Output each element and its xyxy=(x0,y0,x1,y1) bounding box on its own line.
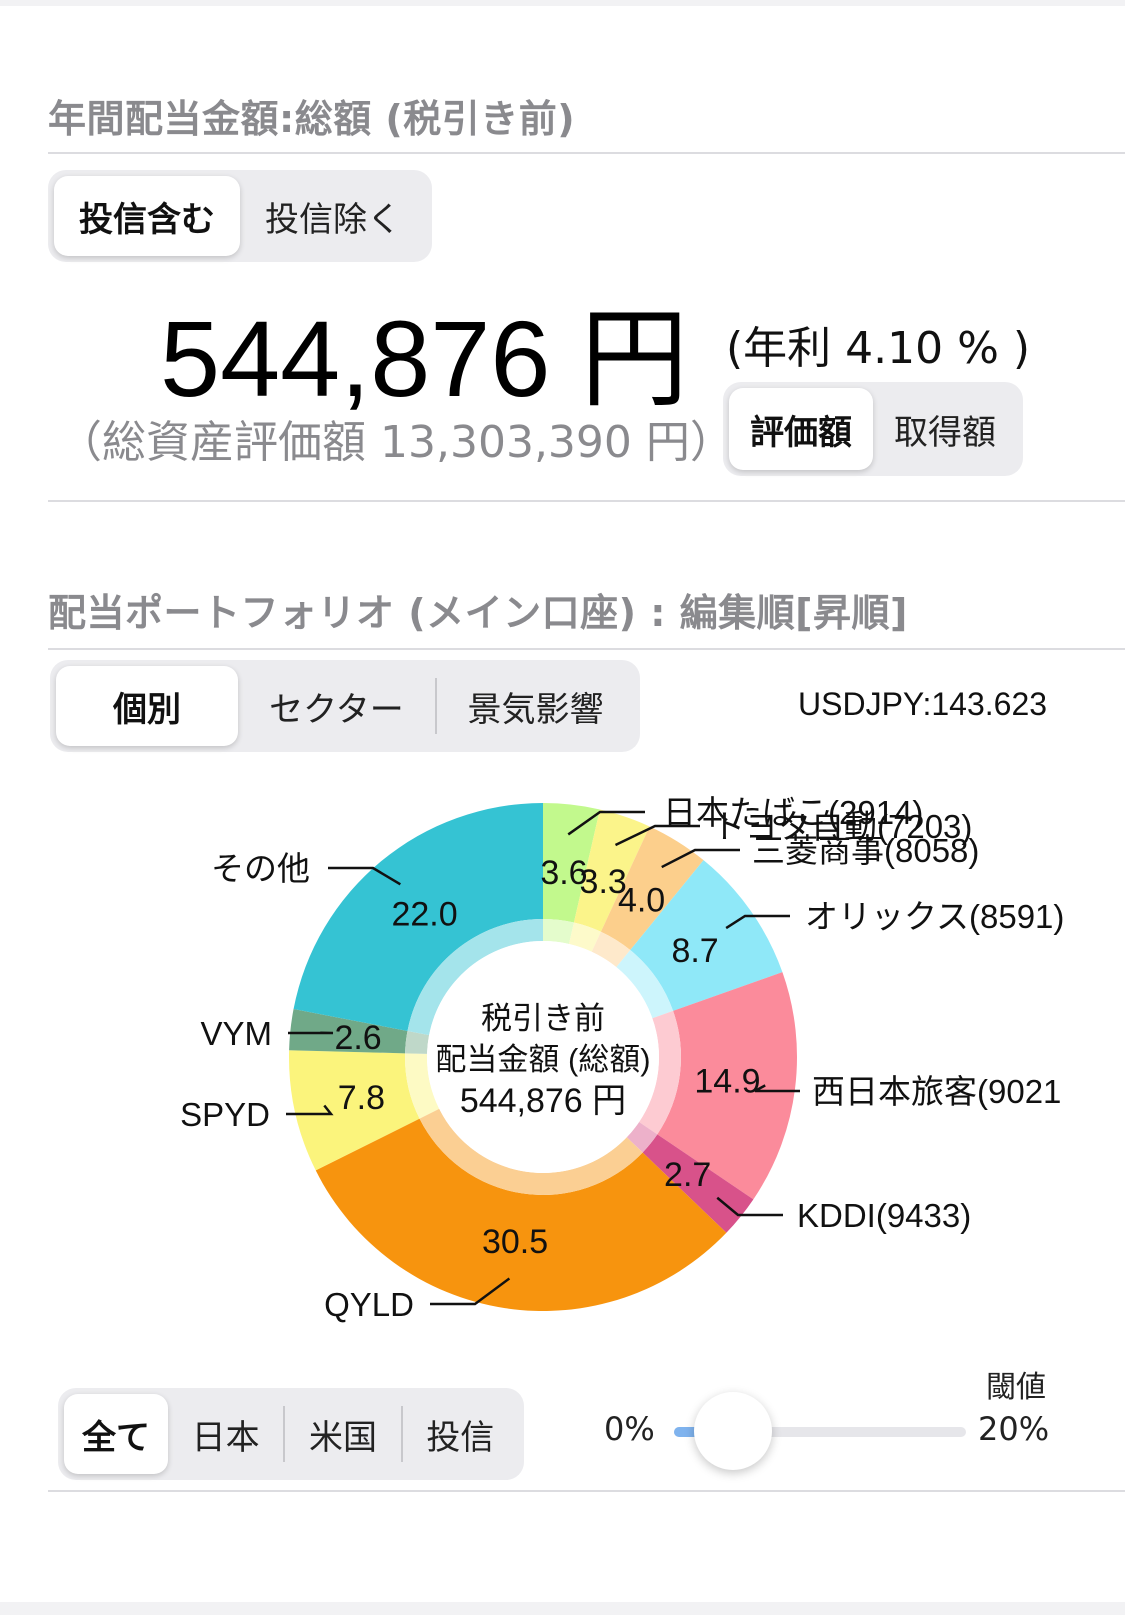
category-label-9: その他 xyxy=(211,850,310,887)
slice-8[interactable] xyxy=(289,1009,408,1054)
leader-line-0 xyxy=(567,810,645,836)
leader-line-7 xyxy=(286,1104,334,1116)
include-funds-tab[interactable]: 投信含む xyxy=(54,176,240,256)
tab-individual[interactable]: 個別 xyxy=(56,666,238,746)
fund-toggle: 投信含む 投信除く xyxy=(48,170,432,262)
cost-basis-tab[interactable]: 取得額 xyxy=(894,412,996,453)
threshold-slider-track[interactable] xyxy=(674,1427,966,1437)
tab-separator xyxy=(435,678,437,734)
value-label-8: 2.6 xyxy=(334,1019,381,1057)
leader-line-9 xyxy=(328,866,401,886)
inner-ring-7 xyxy=(405,1053,440,1119)
divider xyxy=(48,1490,1125,1492)
threshold-label: 閾値 xyxy=(986,1370,1046,1405)
inner-ring-5 xyxy=(626,1121,658,1153)
inner-ring-0 xyxy=(543,919,574,944)
category-label-1: トヨタ自動(7203) xyxy=(712,808,972,845)
tab-separator xyxy=(400,1406,403,1462)
value-label-7: 7.8 xyxy=(338,1079,385,1117)
slice-1[interactable] xyxy=(573,809,650,932)
portfolio-title: 配当ポートフォリオ (メイン口座) : 編集順[昇順] xyxy=(48,591,908,635)
slice-0[interactable] xyxy=(543,803,600,923)
filter-us[interactable]: 米国 xyxy=(308,1417,377,1458)
view-toggle: 個別 セクター 景気影響 xyxy=(50,660,640,752)
inner-ring-9 xyxy=(407,919,543,1036)
divider xyxy=(48,648,1125,650)
value-label-5: 2.7 xyxy=(664,1156,711,1194)
category-label-4: 西日本旅客(9021 xyxy=(812,1073,1061,1110)
annual-dividend-title: 年間配当金額:総額 (税引き前) xyxy=(48,97,576,141)
category-label-2: 三菱商事(8058) xyxy=(752,832,979,869)
top-band xyxy=(0,0,1125,6)
center-text-0: 税引き前 xyxy=(481,1001,605,1036)
category-label-3: オリックス(8591) xyxy=(805,898,1064,935)
inner-ring-1 xyxy=(568,922,601,952)
leader-line-2 xyxy=(661,848,740,869)
threshold-slider-thumb[interactable] xyxy=(694,1392,772,1470)
basis-toggle: 評価額 取得額 xyxy=(723,382,1023,476)
value-label-9: 22.0 xyxy=(391,896,457,934)
leader-line-4 xyxy=(754,1084,800,1093)
value-label-4: 14.9 xyxy=(694,1063,760,1101)
bottom-band xyxy=(0,1602,1125,1615)
inner-ring-8 xyxy=(405,1030,430,1054)
slice-2[interactable] xyxy=(600,826,704,951)
tab-sector[interactable]: セクター xyxy=(269,689,404,730)
slider-min-label: 0% xyxy=(604,1410,655,1448)
inner-ring-4 xyxy=(639,1010,682,1135)
value-label-0: 3.6 xyxy=(540,854,587,892)
tab-business-cycle[interactable]: 景気影響 xyxy=(467,689,604,730)
inner-ring-2 xyxy=(591,931,631,968)
dividend-donut-chart: 3.63.34.08.7 14.9 2.7 30.5 7.8 2.6 22.0 日本たばこ(… xyxy=(180,794,1064,1323)
value-label-1: 3.3 xyxy=(580,863,627,901)
slice-4[interactable] xyxy=(657,972,797,1200)
exclude-funds-tab[interactable]: 投信除く xyxy=(265,199,401,240)
divider xyxy=(48,500,1125,502)
value-label-2: 4.0 xyxy=(618,881,665,919)
slice-7[interactable] xyxy=(288,1050,420,1171)
category-label-7: SPYD xyxy=(180,1096,270,1133)
donut-hole xyxy=(427,941,659,1173)
inner-ring-3 xyxy=(616,950,674,1019)
center-text-1: 配当金額 (総額) xyxy=(435,1042,650,1077)
fx-rate: USDJPY:143.623 xyxy=(798,686,1048,722)
slider-max-label: 20% xyxy=(978,1410,1050,1448)
slice-3[interactable] xyxy=(630,860,783,1011)
slice-6[interactable] xyxy=(315,1118,727,1311)
value-label-6: 30.5 xyxy=(482,1223,548,1261)
total-assets-value: （総資産評価額 13,303,390 円） xyxy=(58,417,734,468)
market-value-tab[interactable]: 評価額 xyxy=(729,388,873,470)
category-label-6: QYLD xyxy=(324,1286,414,1323)
category-label-0: 日本たばこ(2914) xyxy=(663,794,923,831)
leader-line-1 xyxy=(614,824,700,847)
value-label-3: 8.7 xyxy=(671,932,718,970)
divider xyxy=(48,152,1125,154)
filter-japan[interactable]: 日本 xyxy=(191,1417,260,1458)
filter-funds[interactable]: 投信 xyxy=(426,1417,495,1458)
filter-all[interactable]: 全て xyxy=(64,1394,168,1474)
category-label-8: VYM xyxy=(200,1015,272,1052)
center-text-2: 544,876 円 xyxy=(460,1082,626,1120)
region-filter: 全て 日本 米国 投信 xyxy=(58,1388,524,1480)
annual-dividend-amount: 544,876 円 xyxy=(160,298,689,419)
tab-separator xyxy=(283,1406,286,1462)
inner-ring-6 xyxy=(419,1108,643,1195)
dividend-yield: (年利 4.10 % ) xyxy=(726,323,1031,374)
slice-9[interactable] xyxy=(293,803,543,1031)
leader-line-6 xyxy=(430,1277,511,1306)
leader-line-5 xyxy=(716,1196,783,1217)
slice-5[interactable] xyxy=(642,1134,754,1233)
category-label-5: KDDI(9433) xyxy=(797,1197,971,1234)
leader-line-3 xyxy=(725,914,790,930)
